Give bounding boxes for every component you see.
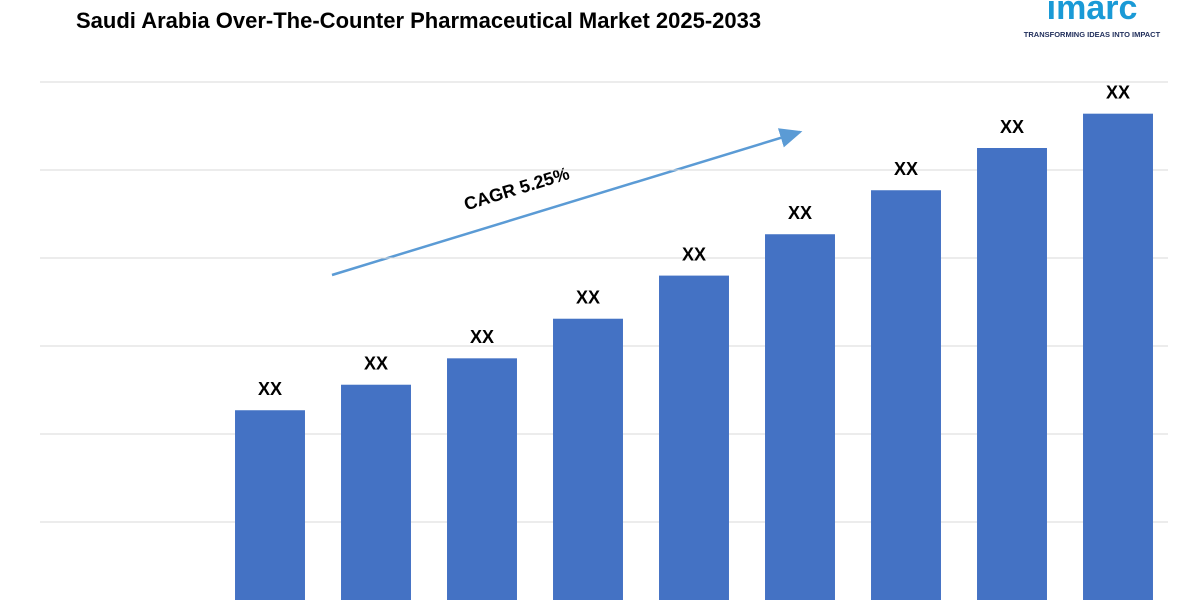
logo-tagline: TRANSFORMING IDEAS INTO IMPACT bbox=[1024, 30, 1161, 39]
bar bbox=[765, 234, 835, 600]
bar bbox=[659, 275, 729, 600]
trend-arrow bbox=[331, 128, 803, 277]
logo: imarc bbox=[1047, 0, 1138, 27]
bar bbox=[553, 318, 623, 600]
bar bbox=[447, 358, 517, 600]
bar bbox=[871, 190, 941, 600]
data-label: XX bbox=[894, 159, 918, 179]
data-label: XX bbox=[1106, 82, 1130, 102]
bar bbox=[235, 410, 305, 600]
data-label: XX bbox=[1000, 117, 1024, 137]
bar bbox=[977, 148, 1047, 600]
bar bbox=[341, 384, 411, 600]
data-label: XX bbox=[682, 244, 706, 264]
data-label: XX bbox=[364, 353, 388, 373]
chart-title: Saudi Arabia Over-The-Counter Pharmaceut… bbox=[76, 8, 761, 33]
data-label: XX bbox=[788, 203, 812, 223]
data-label: XX bbox=[258, 379, 282, 399]
data-label: XX bbox=[470, 327, 494, 347]
data-label: XX bbox=[576, 287, 600, 307]
bar bbox=[1083, 113, 1153, 600]
